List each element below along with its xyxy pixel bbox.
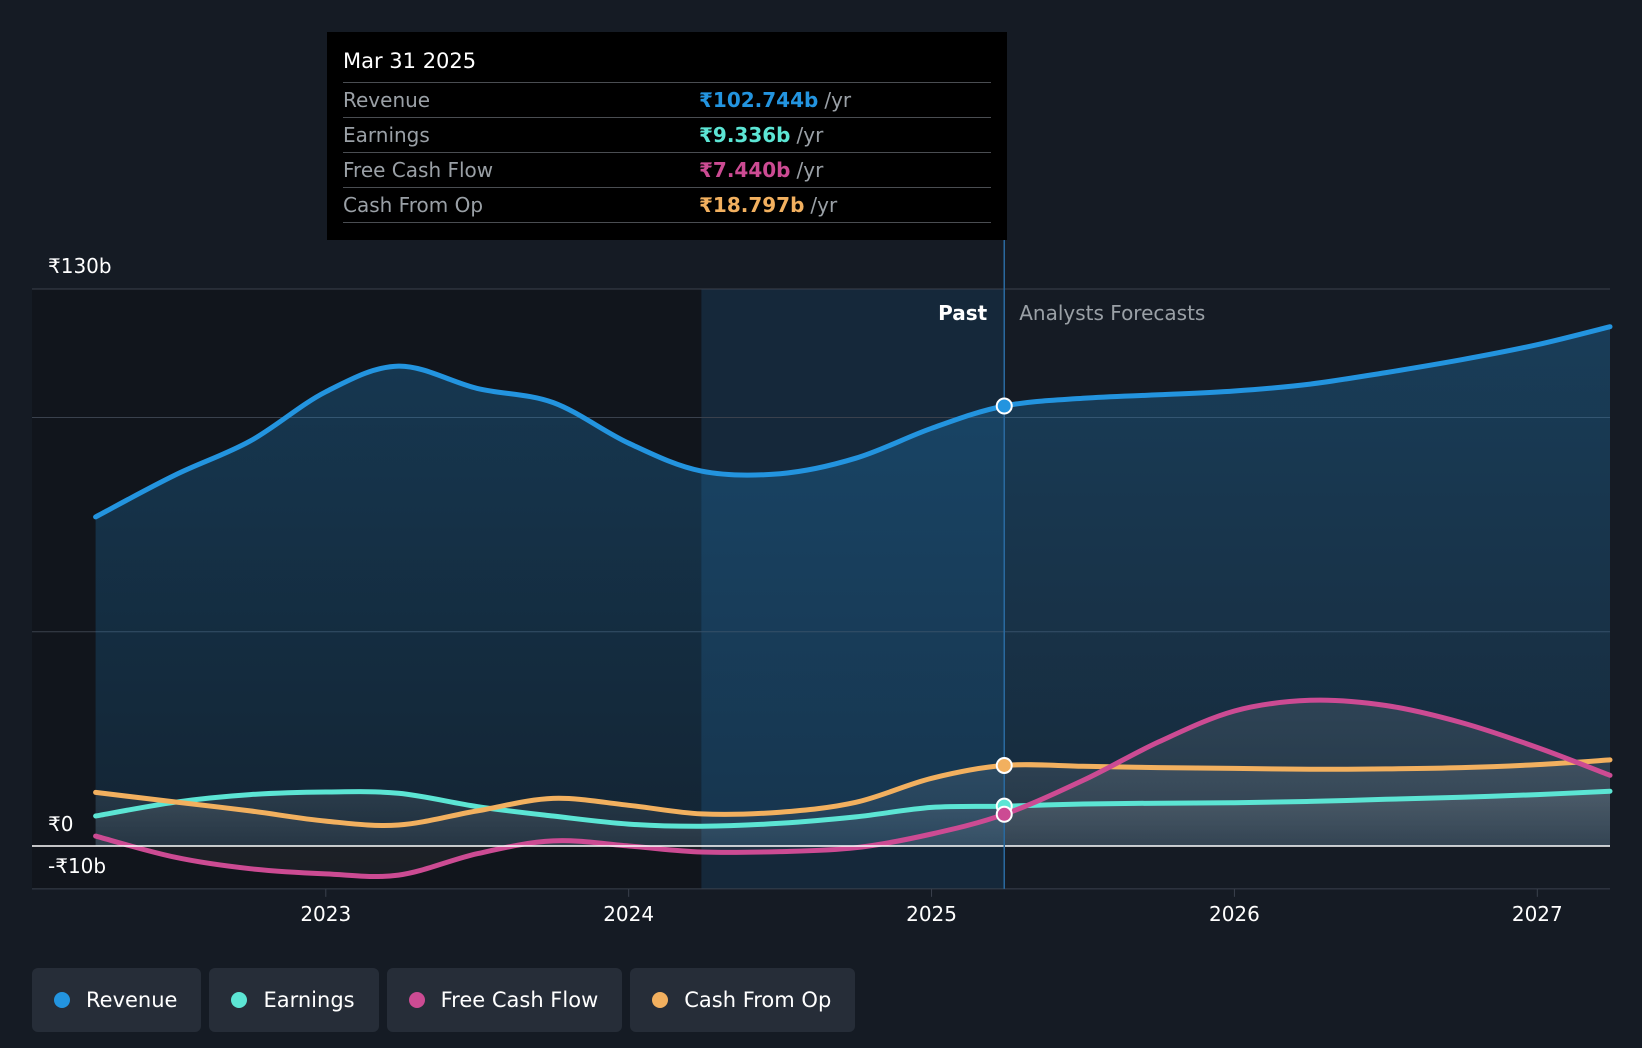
tooltip-unit: /yr	[810, 193, 838, 217]
y-tick-label: -₹10b	[48, 854, 106, 878]
tooltip-row-revenue: Revenue ₹102.744b /yr	[343, 83, 991, 118]
legend-item-free-cash-flow[interactable]: Free Cash Flow	[386, 968, 623, 1032]
cash-from-op-marker	[995, 756, 1013, 774]
tooltip-date: Mar 31 2025	[343, 46, 991, 83]
cash-from-op-line	[93, 757, 1613, 828]
legend-label: Earnings	[263, 988, 355, 1012]
tooltip-label: Cash From Op	[343, 193, 484, 217]
y-tick-label: ₹0	[48, 812, 73, 836]
legend-dot-icon	[54, 992, 70, 1008]
forecast-label: Analysts Forecasts	[1019, 301, 1205, 325]
legend-dot-icon	[408, 992, 425, 1008]
x-tick-label: 2026	[1209, 902, 1260, 926]
legend-item-earnings[interactable]: Earnings	[209, 968, 379, 1032]
x-tick-label: 2024	[603, 902, 654, 926]
earnings-line	[93, 788, 1613, 829]
legend-dot-icon	[231, 992, 248, 1008]
tooltip-row-earnings: Earnings ₹9.336b /yr	[343, 118, 991, 153]
tooltip-unit: /yr	[796, 123, 824, 147]
tooltip-markers	[995, 397, 1013, 823]
free-cash-flow-marker	[995, 805, 1013, 823]
free-cash-flow-line	[93, 697, 1613, 880]
x-tick-label: 2025	[906, 902, 957, 926]
legend-item-revenue[interactable]: Revenue	[32, 968, 202, 1032]
tooltip-row-cash-from-op: Cash From Op ₹18.797b /yr	[343, 188, 991, 223]
legend-label: Cash From Op	[684, 988, 832, 1012]
tooltip-label: Free Cash Flow	[343, 158, 494, 182]
tooltip-value: ₹9.336b	[699, 123, 791, 147]
revenue-line	[93, 324, 1613, 520]
tooltip-value: ₹7.440b	[699, 158, 791, 182]
legend-label: Free Cash Flow	[440, 988, 599, 1012]
series-lines	[93, 324, 1613, 880]
y-tick-label: ₹130b	[48, 254, 112, 278]
tooltip-value: ₹102.744b	[699, 88, 819, 112]
data-tooltip: Mar 31 2025 Revenue ₹102.744b /yr Earnin…	[327, 32, 1007, 240]
x-tick-label: 2027	[1512, 902, 1563, 926]
past-label: Past	[938, 301, 988, 325]
legend-label: Revenue	[86, 988, 178, 1012]
axis-labels: ₹130b ₹0 -₹10b 2023 2024 2025 2026 2027 Past Anal…	[48, 254, 1563, 926]
tooltip-label: Revenue	[343, 88, 431, 112]
revenue-marker	[995, 397, 1013, 415]
x-tick-label: 2023	[300, 902, 351, 926]
tooltip-value: ₹18.797b	[699, 193, 805, 217]
tooltip-unit: /yr	[796, 158, 824, 182]
tooltip-row-free-cash-flow: Free Cash Flow ₹7.440b /yr	[343, 153, 991, 188]
legend-dot-icon	[652, 992, 669, 1008]
tooltip-label: Earnings	[343, 123, 430, 147]
free-cash-flow-area	[95, 700, 1611, 877]
tooltip-unit: /yr	[824, 88, 852, 112]
legend-item-cash-from-op[interactable]: Cash From Op	[630, 968, 856, 1032]
chart-legend: Revenue Earnings Free Cash Flow Cash Fro…	[32, 968, 856, 1032]
